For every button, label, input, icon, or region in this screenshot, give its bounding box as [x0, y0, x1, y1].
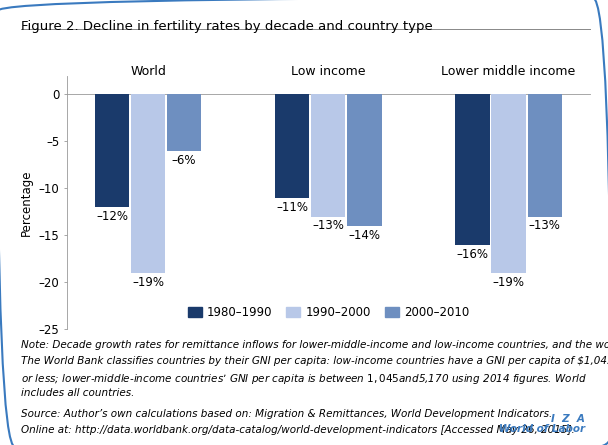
Text: I  Z  A: I Z A — [551, 414, 585, 424]
Bar — [528, 94, 562, 217]
Y-axis label: Percentage: Percentage — [20, 169, 33, 236]
Text: The World Bank classifies countries by their GNI per capita: low-income countrie: The World Bank classifies countries by t… — [21, 356, 608, 366]
Text: –16%: –16% — [457, 247, 489, 261]
Bar — [95, 94, 129, 207]
Text: –19%: –19% — [132, 276, 164, 289]
Text: –14%: –14% — [348, 229, 381, 242]
Text: World of Labor: World of Labor — [499, 424, 585, 434]
Bar — [455, 94, 489, 245]
Text: Note: Decade growth rates for remittance inflows for lower-middle-income and low: Note: Decade growth rates for remittance… — [21, 340, 608, 350]
Legend: 1980–1990, 1990–2000, 2000–2010: 1980–1990, 1990–2000, 2000–2010 — [183, 301, 474, 324]
Bar — [491, 94, 526, 273]
Text: Figure 2. Decline in fertility rates by decade and country type: Figure 2. Decline in fertility rates by … — [21, 20, 433, 33]
Text: –13%: –13% — [313, 219, 344, 232]
Text: –11%: –11% — [276, 201, 308, 214]
Text: Low income: Low income — [291, 65, 365, 77]
Text: or less; lower-middle-income countries’ GNI per capita is between $1,045 and $5,: or less; lower-middle-income countries’ … — [21, 372, 587, 386]
Bar — [167, 94, 201, 151]
Bar — [347, 94, 381, 226]
Bar — [131, 94, 165, 273]
Text: includes all countries.: includes all countries. — [21, 388, 134, 398]
Bar — [311, 94, 345, 217]
Text: Source: Author’s own calculations based on: Migration & Remittances, World Devel: Source: Author’s own calculations based … — [21, 409, 553, 419]
Text: –19%: –19% — [492, 276, 525, 289]
Text: –13%: –13% — [529, 219, 561, 232]
Text: –12%: –12% — [96, 210, 128, 223]
Bar — [275, 94, 309, 198]
Text: Online at: http://data.worldbank.org/data-catalog/world-development-indicators [: Online at: http://data.worldbank.org/dat… — [21, 425, 575, 435]
Text: –6%: –6% — [172, 154, 196, 166]
Text: World: World — [130, 65, 166, 77]
Text: Lower middle income: Lower middle income — [441, 65, 576, 77]
